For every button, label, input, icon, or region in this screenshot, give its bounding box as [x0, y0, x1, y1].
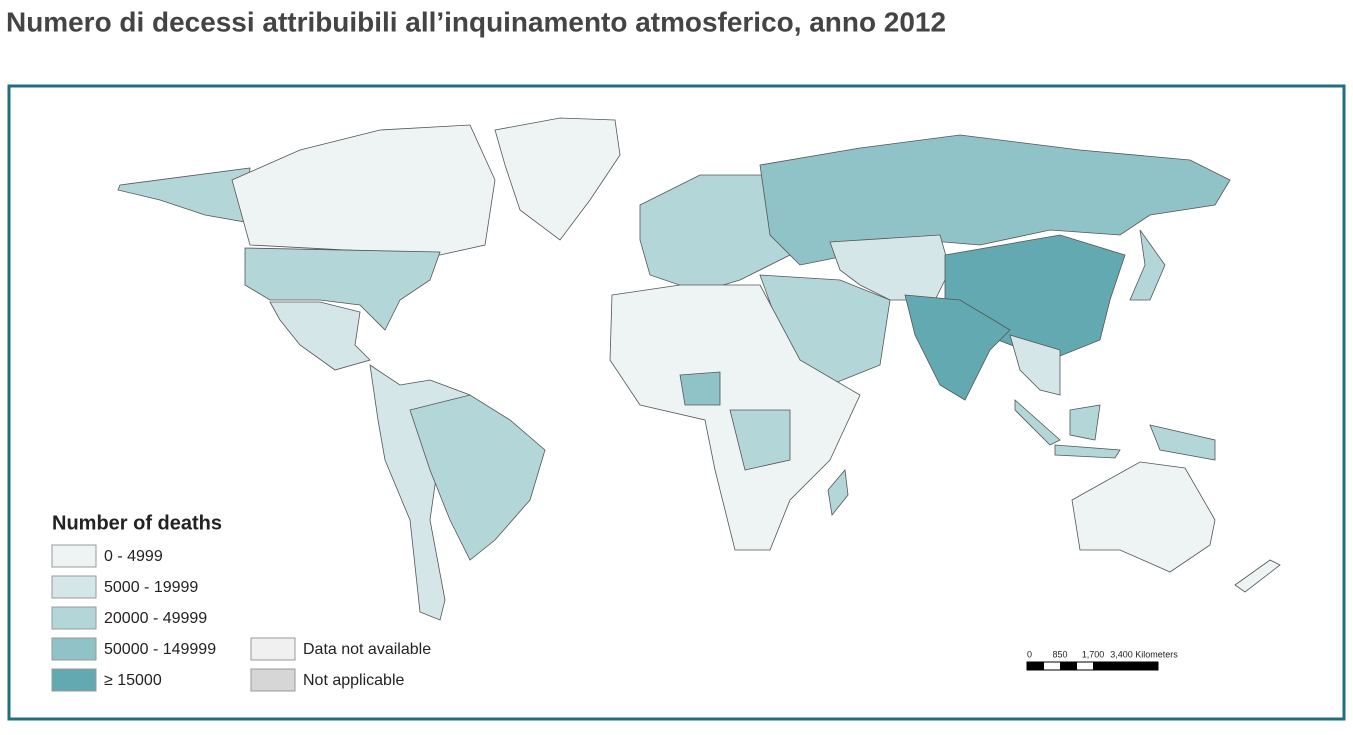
australia [1071, 461, 1216, 573]
legend-label: 0 - 4999 [104, 548, 163, 565]
scale-bar [1026, 661, 1159, 671]
scale-segment [1027, 662, 1044, 670]
scale-label: 0 [1027, 649, 1032, 659]
nigeria [679, 371, 721, 406]
legend-swatch [51, 544, 97, 568]
map [117, 117, 1281, 621]
central-africa [729, 409, 791, 471]
legend: 0 - 4999 5000 - 19999 20000 - 49999 50000 -… [51, 544, 431, 692]
brazil [409, 394, 546, 561]
greenland [494, 117, 621, 241]
legend-swatch [51, 668, 97, 692]
legend-label: Not applicable [303, 672, 405, 689]
legend-label: 5000 - 19999 [104, 579, 198, 596]
southeast-asia [1009, 334, 1061, 396]
title: Numero di decessi attribuibili all’inqui… [6, 6, 946, 37]
russia [759, 134, 1231, 266]
india [904, 294, 1011, 401]
canada [231, 124, 496, 256]
scale-labels: 0 850 1,700 3,400 Kilometers [1027, 649, 1178, 659]
europe [639, 174, 791, 293]
legend-swatch [51, 575, 97, 599]
legend-label: 20000 - 49999 [104, 610, 207, 627]
scale-segment [1093, 662, 1158, 670]
scale-segment [1060, 662, 1077, 670]
legend-swatch [51, 606, 97, 630]
legend-swatch [250, 668, 296, 692]
scale-label: 850 [1052, 649, 1067, 659]
legend-swatch [51, 637, 97, 661]
usa [244, 247, 441, 331]
mexico [269, 301, 371, 371]
new-zealand [1234, 559, 1281, 593]
legend-title: Number of deaths [52, 512, 222, 534]
legend-label: ≥ 15000 [104, 672, 162, 689]
legend-swatch [250, 637, 296, 661]
legend-label: Data not available [303, 641, 431, 658]
alaska [117, 167, 251, 223]
scale-label: 1,700 [1082, 649, 1105, 659]
japan [1129, 229, 1166, 301]
scale-label: 3,400 Kilometers [1110, 649, 1178, 659]
legend-label: 50000 - 149999 [104, 641, 216, 658]
madagascar [827, 469, 849, 516]
indonesia [1014, 399, 1216, 461]
